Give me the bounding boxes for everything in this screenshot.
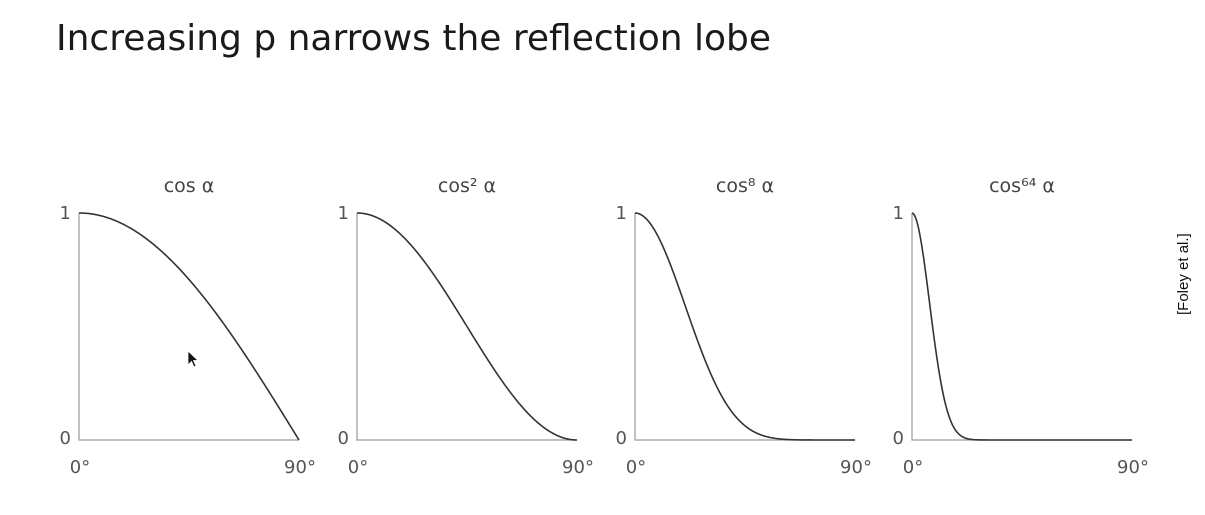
plot-2-xtick-end: 90° — [562, 457, 594, 478]
plot-3-ytick-top: 1 — [616, 203, 627, 224]
plot-2-title: cos² α — [438, 175, 496, 197]
plot-1-xtick-end: 90° — [284, 457, 316, 478]
slide-title: Increasing p narrows the reflection lobe — [56, 18, 772, 59]
mouse-pointer-icon — [187, 350, 199, 368]
plot-4-title: cos⁶⁴ α — [989, 175, 1055, 197]
plot-4-axes — [911, 213, 1132, 441]
citation-label: [Foley et al.] — [1175, 233, 1192, 315]
plot-3-axes — [634, 213, 855, 441]
plot-2-ytick-top: 1 — [338, 203, 349, 224]
plot-2-curve — [356, 212, 578, 441]
plot-3-ytick-bottom: 0 — [616, 428, 627, 449]
plot-3-title: cos⁸ α — [716, 175, 774, 197]
plot-1-ytick-bottom: 0 — [60, 428, 71, 449]
plot-1-xtick-start: 0° — [70, 457, 90, 478]
plot-4-ytick-top: 1 — [893, 203, 904, 224]
plot-3-xtick-end: 90° — [840, 457, 872, 478]
plot-3-xtick-start: 0° — [626, 457, 646, 478]
plot-1-axes — [78, 213, 299, 441]
plot-4-xtick-start: 0° — [903, 457, 923, 478]
plot-1-title: cos α — [164, 175, 215, 197]
plot-2-ytick-bottom: 0 — [338, 428, 349, 449]
plot-2-xtick-start: 0° — [348, 457, 368, 478]
plot-2-axes — [356, 213, 577, 441]
plot-4-xtick-end: 90° — [1117, 457, 1149, 478]
plot-3-curve — [634, 212, 855, 441]
plot-4-curve — [911, 212, 1132, 441]
plot-4-ytick-bottom: 0 — [893, 428, 904, 449]
plot-1-ytick-top: 1 — [60, 203, 71, 224]
plot-1-curve — [79, 212, 300, 441]
